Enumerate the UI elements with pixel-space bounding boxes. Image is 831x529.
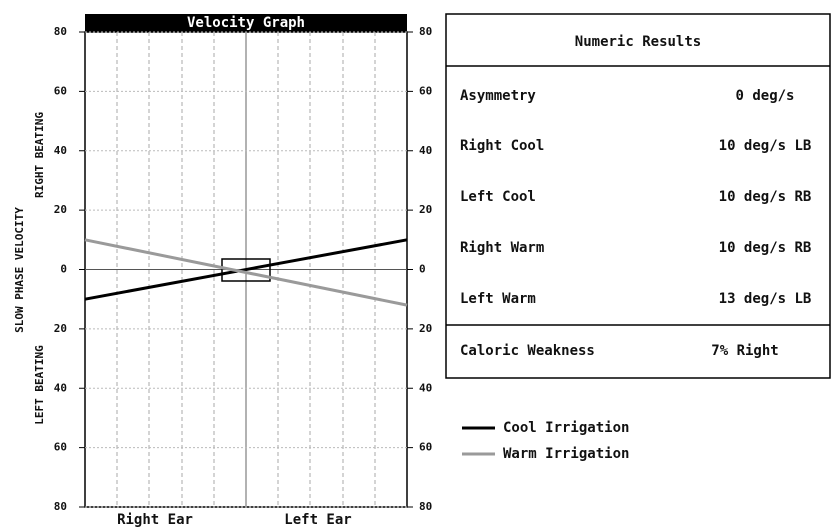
y2-tick-label: 80 bbox=[419, 25, 432, 38]
y-axis-lower-label: LEFT BEATING bbox=[33, 345, 46, 425]
summary-label: Caloric Weakness bbox=[460, 343, 595, 359]
y2-tick-label: 60 bbox=[419, 84, 432, 97]
y-tick-label: 0 bbox=[60, 263, 67, 276]
y-tick-label: 40 bbox=[54, 381, 67, 394]
y-axis-label: SLOW PHASE VELOCITY bbox=[13, 207, 26, 333]
y-tick-label: 20 bbox=[54, 322, 67, 335]
y2-tick-label: 40 bbox=[419, 144, 432, 157]
y-tick-label: 80 bbox=[54, 500, 67, 513]
series-line bbox=[84, 238, 408, 307]
y-tick-label: 60 bbox=[54, 84, 67, 97]
row-value: 10 deg/s LB bbox=[719, 138, 812, 154]
vertical-grid bbox=[116, 32, 376, 507]
y2-tick-label: 20 bbox=[419, 203, 432, 216]
y2-tick-label: 0 bbox=[419, 263, 426, 276]
row-label: Right Warm bbox=[460, 240, 544, 256]
y-axis-upper-label: RIGHT BEATING bbox=[33, 112, 46, 198]
row-value: 10 deg/s RB bbox=[719, 189, 812, 205]
results-panel bbox=[445, 13, 831, 379]
y2-tick-label: 80 bbox=[419, 500, 432, 513]
title-bar bbox=[85, 14, 407, 32]
y-tick-label: 60 bbox=[54, 441, 67, 454]
row-label: Left Cool bbox=[460, 189, 536, 205]
chart-title: Velocity Graph bbox=[187, 15, 305, 31]
y2-tick-label: 20 bbox=[419, 322, 432, 335]
row-value: 0 deg/s bbox=[735, 88, 794, 104]
x-axis-label: Right Ear bbox=[117, 512, 193, 528]
row-value: 10 deg/s RB bbox=[719, 240, 812, 256]
row-label: Asymmetry bbox=[460, 88, 536, 104]
row-value: 13 deg/s LB bbox=[719, 291, 812, 307]
legend-label: Cool Irrigation bbox=[503, 420, 629, 436]
series-line bbox=[84, 238, 408, 301]
row-label: Right Cool bbox=[460, 138, 544, 154]
y2-tick-label: 60 bbox=[419, 441, 432, 454]
legend-label: Warm Irrigation bbox=[503, 446, 629, 462]
y-tick-label: 40 bbox=[54, 144, 67, 157]
y-tick-label: 80 bbox=[54, 25, 67, 38]
y-tick-label: 20 bbox=[54, 203, 67, 216]
row-label: Left Warm bbox=[460, 291, 536, 307]
results-title: Numeric Results bbox=[575, 34, 701, 50]
x-axis-label: Left Ear bbox=[284, 512, 351, 528]
y2-tick-label: 40 bbox=[419, 381, 432, 394]
center-box bbox=[221, 258, 271, 282]
summary-value: 7% Right bbox=[711, 343, 778, 359]
